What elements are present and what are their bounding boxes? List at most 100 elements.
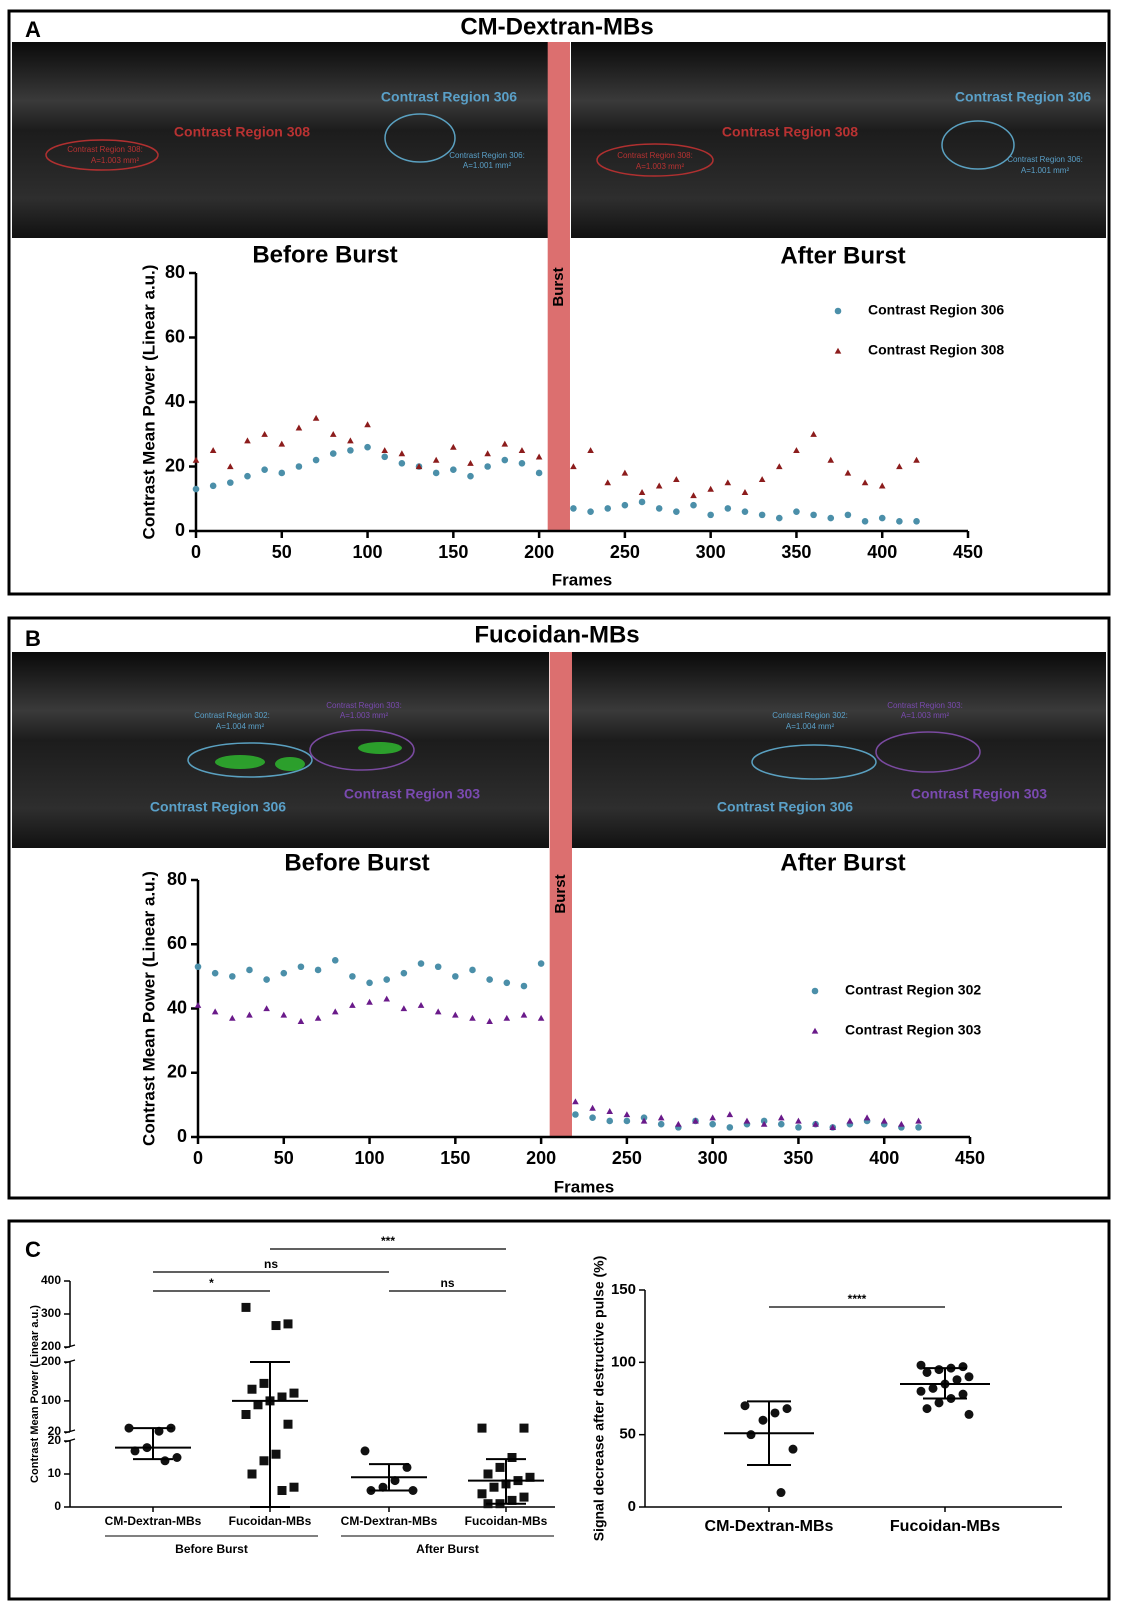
point xyxy=(501,440,509,447)
point xyxy=(724,479,732,486)
x-tick-label: 450 xyxy=(953,542,983,562)
point xyxy=(381,447,389,454)
point xyxy=(495,1462,505,1472)
point xyxy=(241,1410,251,1419)
point xyxy=(383,976,391,983)
significance-label: *** xyxy=(381,1234,395,1248)
point xyxy=(776,1488,786,1498)
point xyxy=(278,440,286,447)
y-axis-label: Contrast Mean Power (Linear a.u.) xyxy=(139,871,158,1146)
point xyxy=(964,1372,974,1382)
point xyxy=(707,511,714,519)
point xyxy=(227,463,234,470)
y-tick-label: 100 xyxy=(41,1393,61,1407)
point xyxy=(489,1482,499,1492)
point xyxy=(398,459,406,467)
legend-label: Contrast Region 306 xyxy=(868,302,1004,318)
roi-label: A=1.003 mm² xyxy=(636,162,685,171)
x-tick-label: 300 xyxy=(696,542,726,562)
roi-label: Contrast Region 306 xyxy=(717,799,853,815)
point xyxy=(655,482,663,489)
y-tick-label: 20 xyxy=(48,1433,62,1447)
point xyxy=(519,1423,529,1433)
chart-title: Fucoidan-MBs xyxy=(474,621,639,648)
x-tick-label: 400 xyxy=(867,542,897,562)
point xyxy=(329,430,337,437)
legend-marker xyxy=(834,347,842,354)
point xyxy=(793,447,800,454)
point xyxy=(277,1392,287,1402)
point xyxy=(878,514,886,522)
point xyxy=(638,498,646,506)
point xyxy=(827,456,835,463)
point xyxy=(623,1117,631,1125)
point xyxy=(469,1014,476,1021)
point xyxy=(726,1111,734,1118)
point xyxy=(503,1014,511,1021)
point xyxy=(758,511,766,519)
point xyxy=(795,1124,802,1131)
point xyxy=(709,1114,716,1121)
roi-label: Contrast Region 306 xyxy=(150,799,286,815)
point xyxy=(434,1008,442,1015)
roi-label: Contrast Region 303: xyxy=(887,701,963,710)
ultrasound-image xyxy=(571,652,1106,848)
point xyxy=(958,1362,968,1372)
x-tick-label: 350 xyxy=(783,1148,813,1168)
y-tick-label: 400 xyxy=(41,1273,61,1287)
point xyxy=(432,469,440,477)
point xyxy=(878,482,886,489)
point xyxy=(381,453,389,461)
y-tick-label: 200 xyxy=(41,1354,61,1368)
point xyxy=(775,514,783,522)
point xyxy=(280,969,288,977)
point xyxy=(621,469,629,476)
roi-label: Contrast Region 308 xyxy=(722,124,858,140)
point xyxy=(861,518,869,525)
point xyxy=(486,976,493,983)
point xyxy=(589,1114,596,1122)
point xyxy=(518,459,526,467)
legend-marker xyxy=(834,307,842,315)
point xyxy=(782,1404,792,1414)
point xyxy=(364,443,371,451)
point xyxy=(271,1321,281,1331)
point xyxy=(432,456,440,463)
point xyxy=(572,1098,579,1105)
point xyxy=(402,1462,412,1472)
signal-blob xyxy=(215,755,265,769)
point xyxy=(484,463,491,470)
point xyxy=(916,1386,926,1396)
point xyxy=(673,476,680,483)
point xyxy=(604,479,612,486)
y-tick-label: 0 xyxy=(628,1498,636,1515)
y-tick-label: 0 xyxy=(177,1126,187,1146)
y-tick-label: 50 xyxy=(619,1426,636,1443)
group-label: After Burst xyxy=(416,1542,479,1556)
point xyxy=(483,1469,493,1479)
point xyxy=(690,492,697,499)
point xyxy=(657,1114,665,1121)
roi xyxy=(384,113,456,163)
y-tick-label: 60 xyxy=(165,326,185,346)
signal-blob xyxy=(358,742,402,754)
point xyxy=(746,1430,756,1440)
x-tick-label: 300 xyxy=(698,1148,728,1168)
point xyxy=(589,1104,596,1111)
x-axis-label: Frames xyxy=(554,1177,614,1196)
x-tick-label: 50 xyxy=(274,1148,294,1168)
point xyxy=(417,960,425,967)
point xyxy=(263,976,270,983)
y-tick-label: 100 xyxy=(611,1353,636,1370)
point xyxy=(349,973,356,980)
roi-label: Contrast Region 306 xyxy=(381,89,517,105)
panel-frame xyxy=(7,616,1111,1200)
point xyxy=(922,1367,932,1377)
x-tick-label: 0 xyxy=(193,1148,203,1168)
point xyxy=(366,998,373,1005)
point xyxy=(520,1011,528,1018)
point xyxy=(922,1404,932,1414)
panel-letter: C xyxy=(25,1237,41,1262)
signal-blob xyxy=(275,757,305,771)
